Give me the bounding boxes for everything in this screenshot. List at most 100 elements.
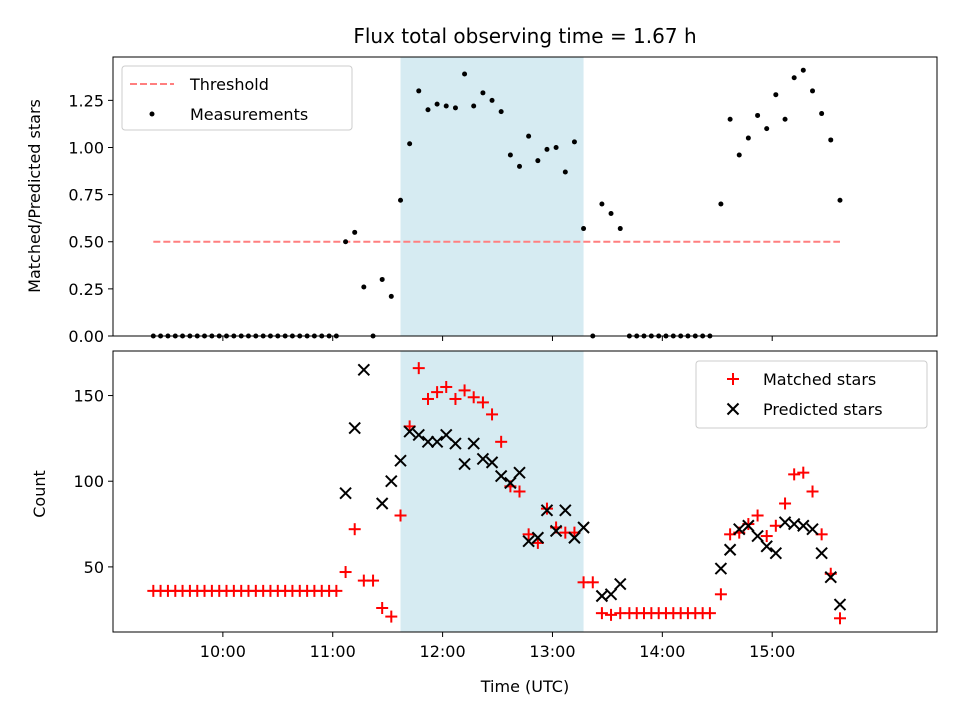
matched-star-point	[339, 566, 352, 579]
predicted-star-point	[742, 519, 755, 532]
measurement-point	[398, 197, 404, 203]
predicted-star-point	[797, 519, 810, 532]
measurement-point	[608, 210, 614, 216]
measurement-point	[782, 116, 788, 122]
matched-star-point	[348, 523, 361, 536]
legend-plus-glyph	[727, 373, 739, 385]
measurement-point	[462, 71, 468, 77]
legend-measurements-label: Measurements	[190, 105, 308, 124]
measurement-point	[810, 88, 816, 94]
matched-star-point	[760, 530, 773, 543]
matched-star-point	[769, 519, 782, 532]
measurement-point	[407, 141, 413, 147]
matched-star-point	[751, 509, 764, 522]
predicted-star-point	[504, 476, 517, 490]
matched-star-point	[367, 574, 380, 587]
predicted-star-point	[421, 435, 435, 449]
matched-star-point	[449, 392, 462, 405]
matched-star-point	[595, 607, 608, 620]
predicted-star-point	[348, 421, 361, 435]
matched-star-point	[540, 502, 553, 515]
predicted-star-point	[522, 534, 535, 548]
bottom-y-tick-label: 50	[84, 558, 104, 577]
top-y-tick-label: 1.00	[68, 138, 104, 157]
measurement-point	[553, 144, 559, 150]
measurement-point	[562, 169, 568, 175]
measurement-point	[819, 111, 825, 117]
bottom-y-axis-title: Count	[30, 470, 49, 518]
legend-predicted-marker	[726, 402, 740, 416]
measurement-point	[535, 158, 541, 164]
x-tick-label: 11:00	[310, 642, 356, 661]
predicted-star-point	[559, 504, 572, 517]
matched-star-point	[806, 485, 819, 498]
measurement-point	[498, 109, 504, 115]
predicted-star-point	[357, 363, 371, 377]
legend-x-glyph	[726, 402, 740, 416]
legend-threshold-label: Threshold	[189, 75, 269, 94]
measurement-point	[489, 97, 495, 103]
matched-star-point	[458, 384, 471, 397]
predicted-star-point	[394, 454, 407, 467]
measurement-point	[828, 137, 834, 143]
matched-star-point	[376, 602, 389, 615]
predicted-star-point	[806, 522, 819, 536]
matched-star-point	[495, 435, 508, 448]
x-tick-label: 15:00	[749, 642, 795, 661]
bottom-legend: Matched stars Predicted stars	[695, 360, 928, 429]
predicted-star-point	[531, 531, 545, 544]
predicted-star-point	[430, 435, 444, 449]
measurement-point	[361, 284, 367, 290]
predicted-star-point	[568, 531, 581, 544]
top-y-tick-label: 0.50	[68, 233, 104, 252]
top-legend-box	[121, 65, 353, 131]
predicted-star-point	[723, 543, 737, 556]
predicted-star-point	[540, 504, 554, 517]
measurement-point	[800, 67, 806, 73]
measurement-point	[544, 146, 550, 152]
measurement-point	[352, 229, 358, 235]
measurement-point	[736, 152, 742, 158]
predicted-star-point	[577, 521, 590, 534]
measurement-point	[571, 139, 577, 145]
measurement-point	[388, 293, 394, 299]
measurement-point	[773, 92, 779, 98]
predicted-star-point	[403, 425, 416, 438]
bottom-y-tick-label: 100	[73, 472, 104, 491]
matched-star-point	[714, 588, 727, 601]
predicted-star-point	[375, 497, 389, 510]
matched-star-point	[486, 408, 499, 421]
measurement-point	[517, 163, 523, 169]
matched-star-point	[605, 608, 618, 621]
predicted-star-point	[513, 466, 526, 479]
measurement-point	[379, 276, 385, 282]
measurement-point	[443, 103, 449, 109]
predicted-star-point	[385, 475, 398, 488]
matched-star-point	[330, 584, 343, 597]
top-y-tick-label: 1.25	[68, 91, 104, 110]
predicted-star-point	[760, 540, 773, 553]
x-tick-label: 10:00	[200, 642, 246, 661]
predicted-star-point	[412, 428, 425, 442]
legend-predicted-label: Predicted stars	[763, 400, 883, 419]
measurement-point	[471, 103, 477, 109]
matched-star-point	[586, 576, 599, 589]
predicted-star-point	[824, 570, 837, 584]
predicted-star-point	[769, 546, 783, 560]
measurement-point	[425, 107, 431, 113]
top-y-tick-label: 0.00	[68, 327, 104, 346]
predicted-star-point	[604, 588, 618, 601]
measurement-point	[507, 152, 513, 158]
legend-matched-label: Matched stars	[763, 370, 876, 389]
predicted-star-point	[449, 437, 462, 450]
matched-star-point	[703, 607, 716, 620]
measurement-point	[452, 105, 458, 111]
measurement-point	[434, 101, 440, 107]
top-plot-frame	[112, 56, 938, 337]
matched-star-point	[833, 612, 846, 625]
predicted-star-point	[494, 469, 508, 483]
matched-star-point	[385, 610, 398, 623]
measurement-point	[416, 88, 422, 94]
matched-star-point	[779, 497, 792, 510]
matched-star-point	[394, 509, 407, 522]
